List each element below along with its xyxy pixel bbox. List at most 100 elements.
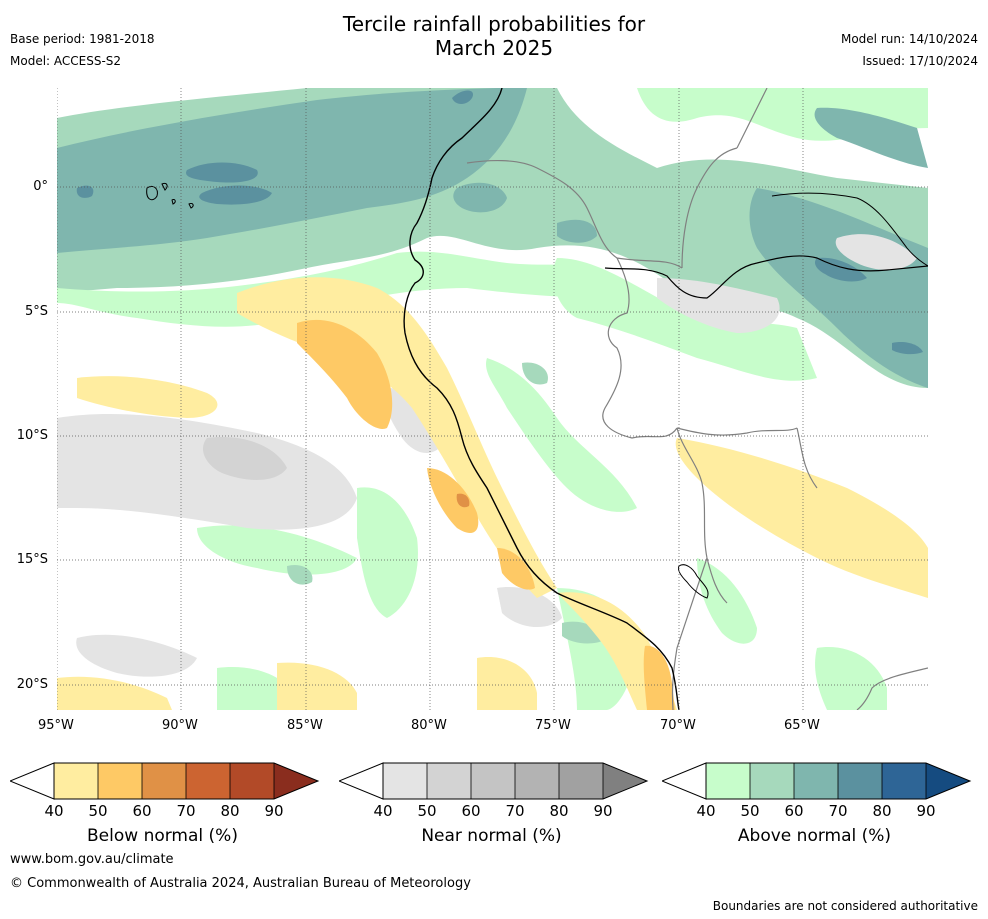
- colorbar-above-swatch-2: [750, 763, 794, 799]
- above-normal-70-north-d: [76, 185, 94, 198]
- above-normal-40-south-b: [357, 487, 418, 618]
- model-run: Model run: 14/10/2024: [840, 32, 978, 46]
- lat-label-15s: 15°S: [16, 552, 48, 567]
- above-normal-40-south-c: [486, 358, 637, 512]
- lon-label-70w: 70°W: [660, 718, 696, 733]
- colorbar-below-swatch-3: [142, 763, 186, 799]
- colorbar-near-swatch-4: [515, 763, 559, 799]
- colorbar-above-swatch-3: [794, 763, 838, 799]
- colorbar-near-tick-60: 60: [461, 802, 481, 820]
- graticule: [57, 88, 928, 710]
- below-normal-60-coast: [456, 493, 470, 508]
- colorbar-above-tick-60: 60: [784, 802, 804, 820]
- near-normal-40-west: [57, 413, 357, 530]
- lon-label-90w: 90°W: [162, 718, 198, 733]
- colorbar-below-tick-40: 40: [44, 802, 64, 820]
- colorbar-below-title: Below normal (%): [87, 826, 238, 846]
- above-normal-50-south-c: [522, 362, 548, 385]
- colorbar-below-tick-90: 90: [264, 802, 284, 820]
- title-line-2: March 2025: [434, 36, 554, 60]
- lon-label-65w: 65°W: [784, 718, 820, 733]
- below-normal-40-southwest: [57, 676, 172, 710]
- below-normal-40-east: [675, 438, 928, 598]
- colorbar-above-tick-90: 90: [916, 802, 936, 820]
- below-normal-40-west: [77, 376, 218, 418]
- colorbar-below-arrow: [274, 763, 318, 799]
- near-normal-40-east: [657, 278, 780, 333]
- above-normal-40-south-a: [197, 525, 357, 575]
- colorbar-near-swatch-1: [383, 763, 427, 799]
- colorbar-near-tick-90: 90: [593, 802, 613, 820]
- above-normal-70-east: [814, 257, 867, 282]
- colorbar-above-tick-40: 40: [696, 802, 716, 820]
- above-normal-60-inland-b: [557, 219, 597, 243]
- lon-label-85w: 85°W: [287, 718, 323, 733]
- colorbar-near-arrow: [603, 763, 647, 799]
- colorbar-above-title: Above normal (%): [737, 826, 892, 846]
- probability-map: [57, 88, 928, 710]
- lat-label-5s: 5°S: [24, 304, 48, 319]
- colorbar-below-tick-50: 50: [88, 802, 108, 820]
- colorbar-below-swatch-1: [54, 763, 98, 799]
- footer-note: Boundaries are not considered authoritat…: [712, 899, 978, 913]
- near-normal-40-south: [76, 634, 197, 677]
- river-line: [604, 255, 928, 299]
- above-normal-60-inland: [453, 182, 507, 213]
- footer-url: www.bom.gov.au/climate: [10, 852, 174, 867]
- colorbar-below-tick-70: 70: [176, 802, 196, 820]
- map-panel: [57, 88, 928, 710]
- above-normal-40-east2: [553, 258, 817, 381]
- title-line-1: Tercile rainfall probabilities for: [342, 12, 646, 36]
- below-normal-50-coast-c: [497, 548, 535, 590]
- colorbar-below: [10, 762, 320, 800]
- colorbar-below-tick-80: 80: [220, 802, 240, 820]
- lat-label-20s: 20°S: [16, 677, 48, 692]
- above-normal-70-north-c: [452, 90, 473, 104]
- issued-date: Issued: 17/10/2024: [862, 54, 978, 68]
- colorbar-near-tick-80: 80: [549, 802, 569, 820]
- below-normal-40-south-c: [477, 657, 537, 710]
- lat-label-10s: 10°S: [16, 428, 48, 443]
- colorbar-above-tick-70: 70: [828, 802, 848, 820]
- colorbar-above-swatch-5: [882, 763, 926, 799]
- colorbar-above: [662, 762, 972, 800]
- colorbar-near: [339, 762, 649, 800]
- colorbar-near-title: Near normal (%): [421, 826, 562, 846]
- colorbar-below-tick-60: 60: [132, 802, 152, 820]
- near-normal-40-east-b: [835, 234, 917, 270]
- above-normal-60-east-b: [814, 107, 928, 168]
- colorbar-above-tick-50: 50: [740, 802, 760, 820]
- colorbar-below-swatch-4: [186, 763, 230, 799]
- above-normal-40-south-e: [697, 558, 757, 644]
- model-name: Model: ACCESS-S2: [10, 54, 122, 68]
- footer-copyright: © Commonwealth of Australia 2024, Austra…: [10, 876, 471, 891]
- meta-right: Model run: 14/10/2024 Issued: 17/10/2024: [841, 28, 978, 72]
- below-normal-40-southwest-b: [277, 662, 357, 710]
- river-line-north: [771, 192, 928, 267]
- coastline: [403, 88, 680, 710]
- galapagos-islands: [146, 183, 194, 209]
- lake-titicaca: [678, 564, 709, 599]
- lon-label-75w: 75°W: [535, 718, 571, 733]
- above-normal-70-north-a: [186, 162, 258, 183]
- above-normal-60-north: [57, 88, 527, 253]
- above-normal-50-south: [287, 564, 313, 585]
- above-normal-70-north-b: [199, 185, 272, 205]
- above-normal-70-east-b: [892, 342, 923, 355]
- lat-label-0: 0°: [33, 179, 48, 194]
- colorbar-near-tick-40: 40: [373, 802, 393, 820]
- colorbar-above-tick-80: 80: [872, 802, 892, 820]
- colorbar-near-swatch-2: [427, 763, 471, 799]
- above-normal-50-south-b: [562, 621, 605, 644]
- colorbar-near-tick-50: 50: [417, 802, 437, 820]
- lon-label-80w: 80°W: [411, 718, 447, 733]
- near-normal-50-west: [202, 437, 287, 480]
- colorbar-above-arrow: [926, 763, 970, 799]
- lon-label-95w: 95°W: [38, 718, 74, 733]
- colorbar-near-tick-70: 70: [505, 802, 525, 820]
- colorbar-near-swatch-3: [471, 763, 515, 799]
- below-normal-50-coast: [297, 319, 393, 429]
- below-normal-50-coast-b: [427, 468, 479, 533]
- colorbar-below-swatch-2: [98, 763, 142, 799]
- colorbar-below-swatch-5: [230, 763, 274, 799]
